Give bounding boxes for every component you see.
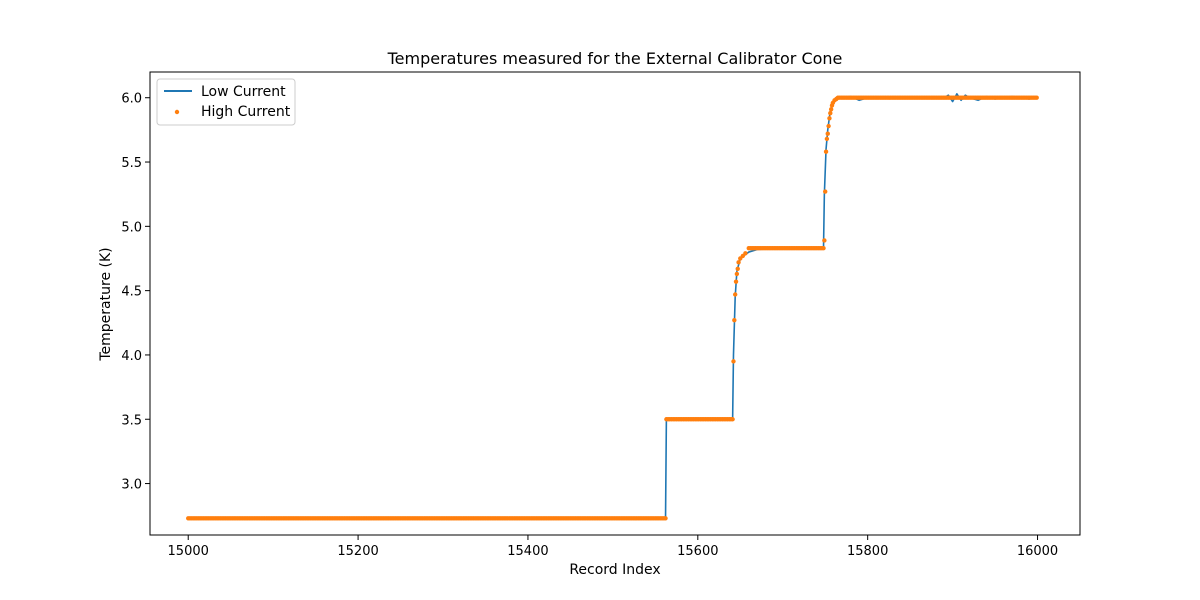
high-current-point [826,123,831,129]
high-current-point [825,131,830,136]
y-axis: 3.0 3.5 4.0 4.5 5.0 5.5 6.0 [121,92,150,493]
high-current-point [743,251,748,256]
high-current-point [823,149,829,154]
high-current-point [736,260,741,265]
high-current-point [732,318,737,323]
high-current-point [827,116,832,121]
high-current-point [822,238,827,243]
x-tick-label: 15400 [507,544,548,559]
high-current-point [824,136,830,142]
high-current-point [732,292,738,297]
y-tick-label: 4.0 [121,349,142,364]
high-current-point [733,279,739,284]
series-points-high-current [186,95,1039,521]
x-axis: 15000 15200 15400 15600 15800 16000 [168,535,1058,559]
high-current-point [1034,95,1039,100]
y-tick-label: 6.0 [121,92,142,107]
high-current-point [731,359,736,364]
high-current-point [834,96,839,102]
x-tick-label: 15000 [168,544,209,559]
high-current-point [663,516,668,521]
x-tick-label: 15800 [847,544,888,559]
y-tick-label: 5.5 [121,156,142,171]
high-current-point [828,110,833,116]
high-current-point [735,266,740,271]
legend-label-low-current: Low Current [201,84,286,100]
y-tick-label: 4.5 [121,285,142,300]
y-tick-label: 5.0 [121,220,142,235]
high-current-point [828,107,834,112]
high-current-point [821,246,826,251]
y-tick-label: 3.0 [121,478,142,493]
x-tick-label: 16000 [1017,544,1058,559]
x-tick-label: 15600 [677,544,718,559]
chart-title: Temperatures measured for the External C… [387,49,843,68]
y-tick-label: 3.5 [121,413,142,428]
legend-marker-swatch [174,109,180,115]
series-layer [186,93,1039,521]
x-axis-label: Record Index [569,562,660,578]
high-current-point [734,271,740,277]
high-current-point [823,189,828,194]
y-axis-label: Temperature (K) [98,247,114,361]
plot-frame [149,71,1081,536]
legend: Low Current High Current [156,78,296,126]
legend-label-high-current: High Current [201,104,291,120]
x-tick-label: 15200 [337,544,378,559]
high-current-point [730,417,735,422]
